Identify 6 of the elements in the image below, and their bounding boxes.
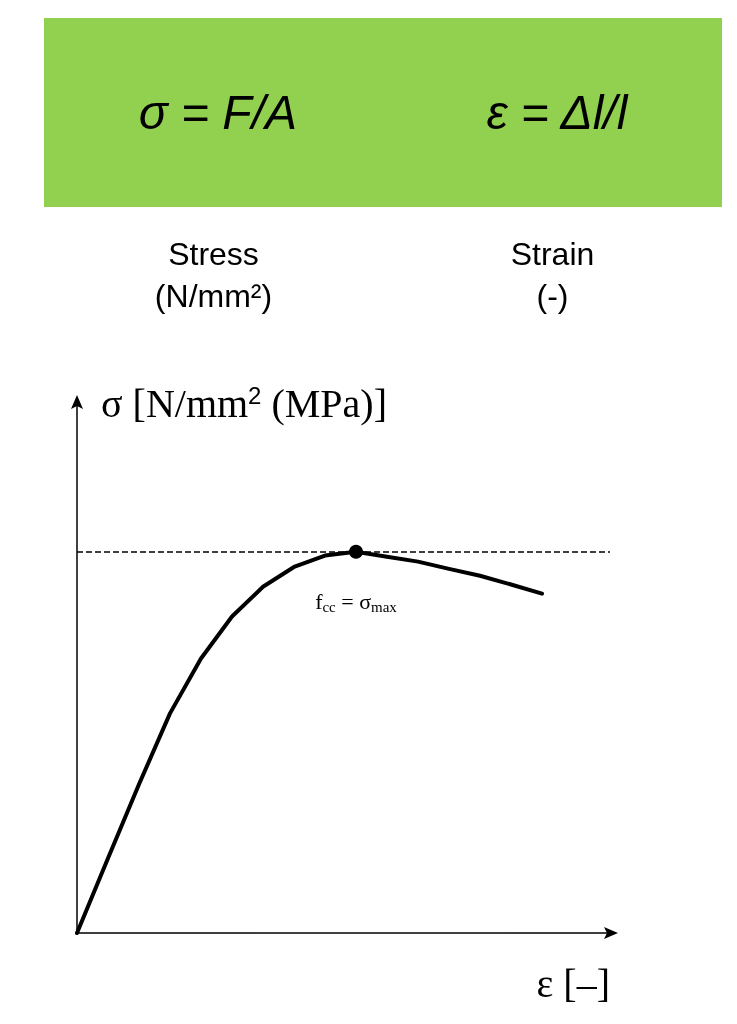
text: Strain (-) <box>509 235 596 316</box>
text: σ = F/A <box>138 85 298 140</box>
x-axis-title: ε [–] <box>536 960 610 1006</box>
text: Stress (N/mm²) <box>153 235 274 316</box>
annotation: fcc = σmax <box>315 589 398 615</box>
text: ε = Δl/l <box>486 85 628 140</box>
